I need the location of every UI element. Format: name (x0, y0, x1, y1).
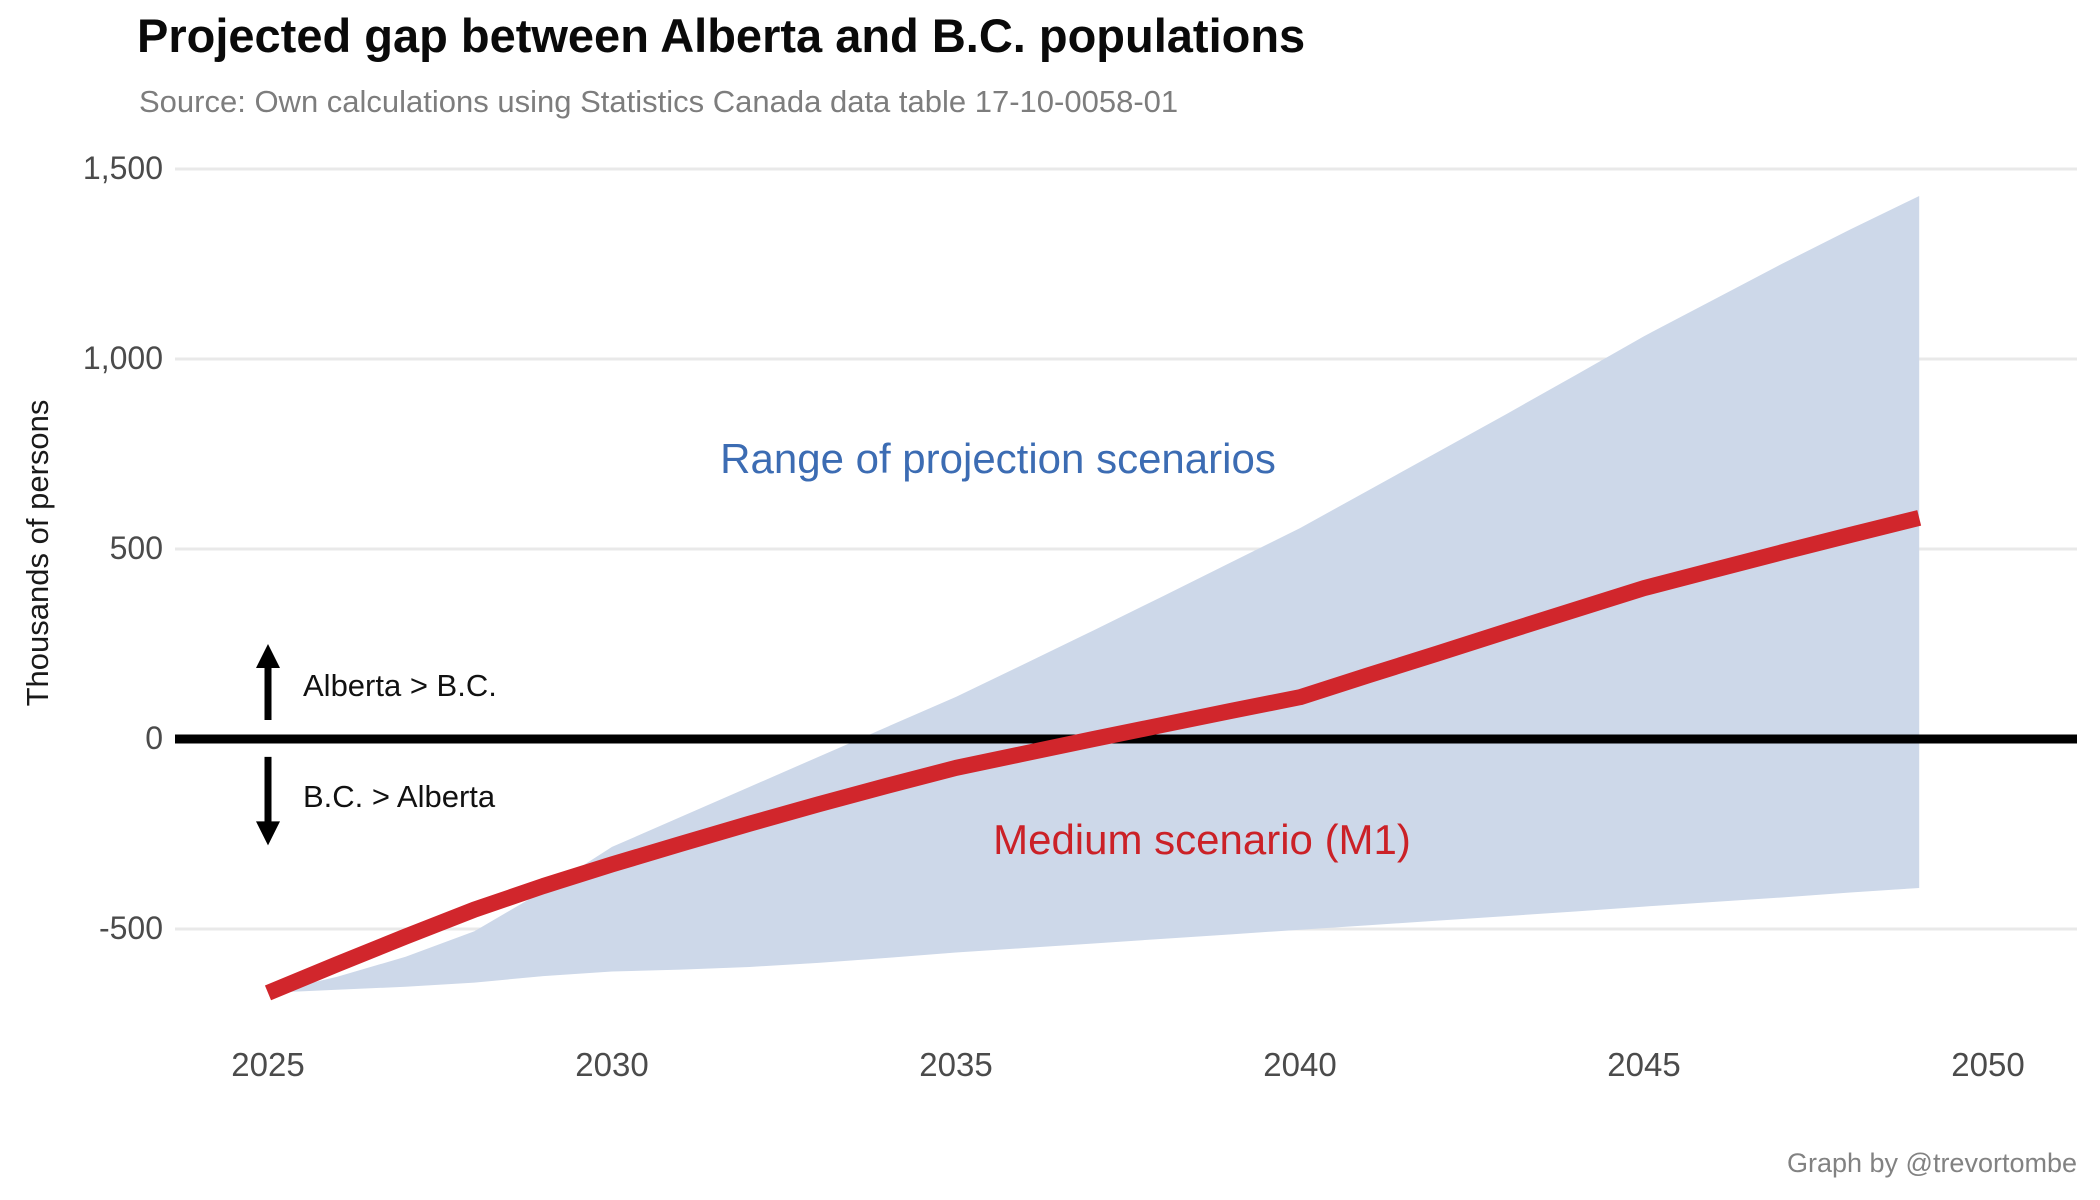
credit-text: Graph by @trevortombe (1786, 1148, 2077, 1178)
x-tick-label-2045: 2045 (1607, 1046, 1681, 1083)
up-arrow-head (256, 644, 280, 668)
down-arrow-head (256, 821, 280, 846)
projection-range-band (268, 195, 1920, 993)
chart-subtitle: Source: Own calculations using Statistic… (139, 84, 1179, 119)
x-tick-label-2050: 2050 (1951, 1046, 2025, 1083)
x-tick-label-2040: 2040 (1263, 1046, 1337, 1083)
y-tick-label-500: 500 (109, 530, 163, 566)
y-tick-label-0: 0 (145, 720, 163, 756)
y-tick-label--500: -500 (98, 910, 163, 946)
medium-scenario-label: Medium scenario (M1) (993, 816, 1411, 863)
x-tick-label-2035: 2035 (919, 1046, 993, 1083)
medium-scenario-line (264, 510, 1922, 1001)
chart-title: Projected gap between Alberta and B.C. p… (137, 9, 1306, 62)
range-of-scenarios-label: Range of projection scenarios (720, 435, 1276, 482)
bc-greater-label: B.C. > Alberta (303, 779, 496, 814)
y-tick-label-1000: 1,000 (82, 340, 163, 376)
alberta-greater-label: Alberta > B.C. (303, 668, 497, 703)
x-tick-label-2025: 2025 (231, 1046, 305, 1083)
y-tick-label-1500: 1,500 (82, 150, 163, 186)
x-tick-label-2030: 2030 (575, 1046, 649, 1083)
